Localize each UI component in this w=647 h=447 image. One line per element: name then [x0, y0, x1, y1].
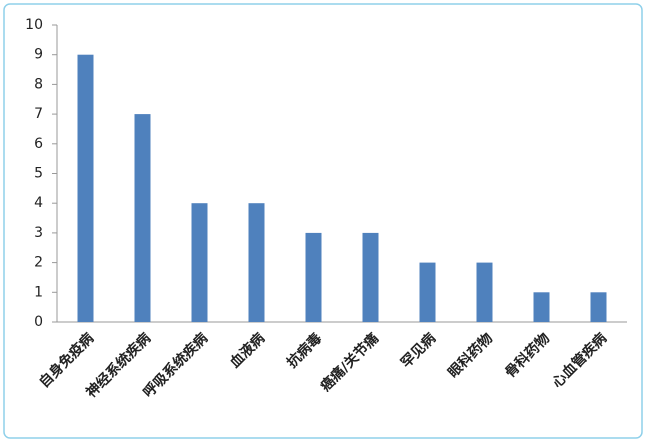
y-tick-label: 4: [34, 195, 43, 211]
y-tick-label: 2: [34, 255, 43, 271]
bar: [305, 232, 322, 322]
y-tick-label: 8: [34, 76, 43, 92]
y-tick-label: 3: [34, 225, 43, 241]
y-tick-label: 0: [34, 314, 43, 330]
y-tick-label: 6: [34, 136, 43, 152]
bar: [476, 262, 493, 322]
chart-border: [3, 3, 643, 439]
y-tick-label: 10: [25, 17, 43, 33]
bar: [191, 203, 208, 322]
y-tick-label: 5: [34, 166, 43, 182]
bar: [362, 232, 379, 322]
bar: [533, 292, 550, 322]
bar: [134, 114, 151, 322]
y-tick-label: 7: [34, 106, 43, 122]
bar: [77, 54, 94, 322]
y-tick-label: 9: [34, 47, 43, 63]
bar: [248, 203, 265, 322]
y-tick-label: 1: [34, 284, 43, 300]
bar: [590, 292, 607, 322]
bar: [419, 262, 436, 322]
